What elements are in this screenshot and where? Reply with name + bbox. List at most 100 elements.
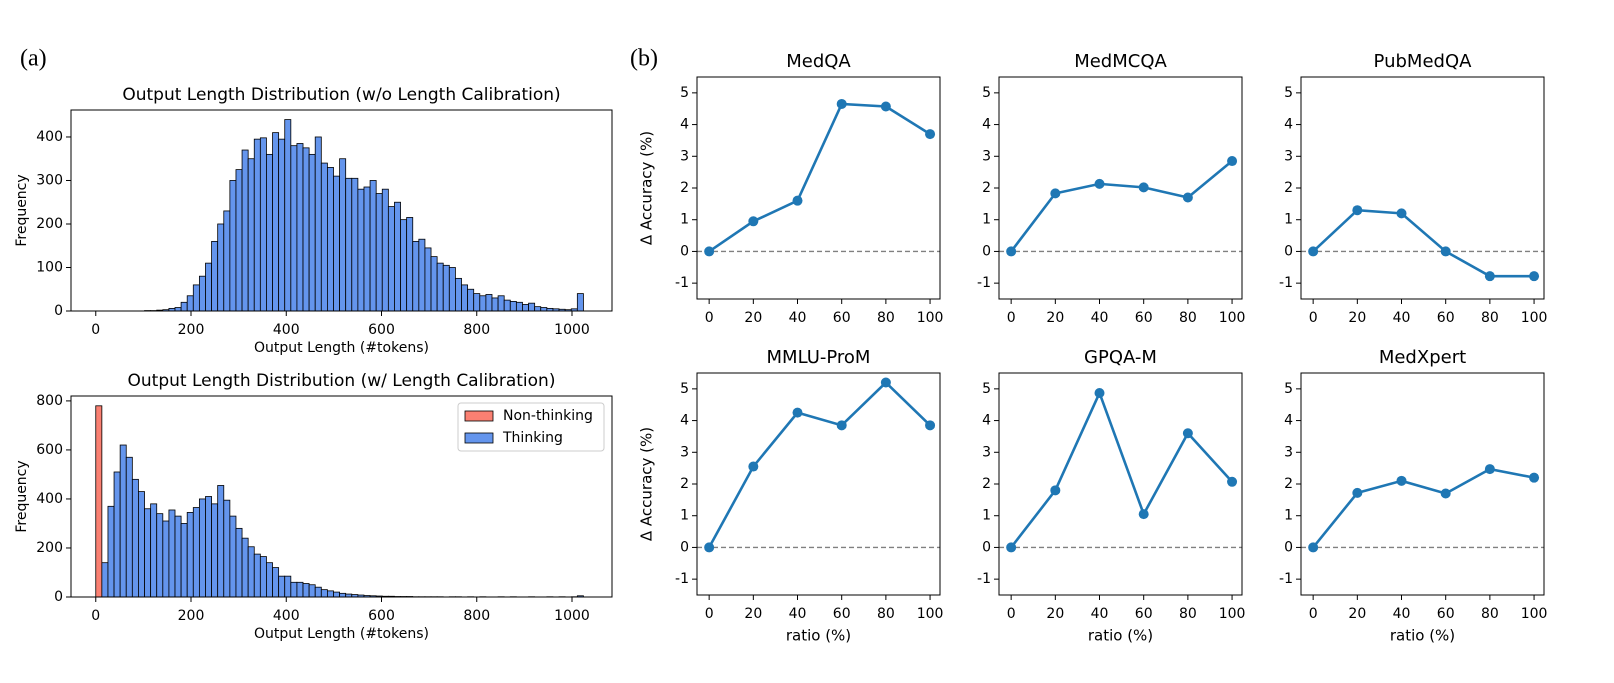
point — [1006, 542, 1017, 553]
legend-box — [457, 402, 605, 452]
bar — [576, 293, 584, 312]
bar — [235, 527, 243, 598]
x-tick-label: 1000 — [554, 608, 590, 624]
x-tick-label: 20 — [1046, 606, 1064, 622]
bar — [259, 556, 267, 598]
y-tick-label: 4 — [982, 117, 991, 133]
bar — [357, 188, 365, 312]
bar — [296, 143, 304, 312]
bar — [339, 592, 347, 598]
x-tick-label: 80 — [1179, 606, 1197, 622]
point — [1138, 509, 1149, 520]
x-tick-label: 800 — [463, 608, 490, 624]
point — [1050, 188, 1061, 199]
bar — [497, 295, 505, 312]
y-tick-label: 300 — [36, 172, 63, 188]
bar — [308, 153, 316, 312]
bar — [223, 499, 231, 598]
bar — [534, 306, 542, 312]
bar — [168, 509, 176, 598]
y-tick-label: 0 — [680, 539, 689, 555]
x-tick-label: 40 — [1393, 310, 1411, 326]
bar — [205, 496, 212, 598]
x-tick-label: 400 — [273, 322, 300, 338]
chart-title: Output Length Distribution (w/o Length C… — [122, 85, 560, 105]
y-axis-label: Δ Accuracy (%) — [638, 427, 656, 541]
panel-label: (a) — [20, 46, 47, 72]
bar — [515, 301, 523, 312]
bar — [418, 238, 426, 312]
chart-title: MedMCQA — [1074, 51, 1167, 72]
point — [1308, 246, 1319, 257]
legend-swatch — [464, 410, 494, 422]
bar — [266, 153, 273, 312]
bar — [101, 562, 109, 598]
y-tick-label: 3 — [1284, 444, 1293, 460]
point — [925, 420, 936, 431]
x-tick-label: 0 — [1309, 606, 1318, 622]
bar — [205, 262, 212, 312]
bar — [144, 508, 152, 598]
y-tick-label: 4 — [1284, 117, 1293, 133]
x-tick-label: 600 — [368, 322, 395, 338]
y-tick-label: -1 — [1279, 275, 1293, 291]
x-tick-label: 1000 — [554, 322, 590, 338]
y-tick-label: 3 — [982, 444, 991, 460]
chart-title: GPQA-M — [1084, 347, 1157, 368]
bar — [387, 206, 395, 312]
bar — [491, 297, 499, 312]
bar — [198, 498, 206, 598]
bar — [296, 581, 304, 598]
y-tick-label: 5 — [1284, 381, 1293, 397]
x-tick-label: 20 — [744, 606, 762, 622]
axes-frame — [1300, 76, 1545, 300]
y-axis-label: Frequency — [14, 460, 30, 532]
x-tick-label: 80 — [877, 606, 895, 622]
legend-label: Thinking — [502, 430, 563, 446]
point — [925, 129, 936, 140]
bar — [345, 177, 353, 312]
bar — [138, 491, 145, 598]
bar — [522, 304, 529, 312]
bar — [125, 456, 133, 598]
bar — [229, 180, 237, 312]
x-tick-label: 0 — [91, 608, 100, 624]
y-tick-label: 4 — [680, 413, 689, 429]
bar — [290, 581, 298, 598]
bar — [198, 275, 206, 312]
bar — [259, 137, 267, 312]
bar — [284, 119, 292, 312]
chart-title: Output Length Distribution (w/ Length Ca… — [128, 371, 556, 391]
point — [1440, 246, 1451, 257]
x-tick-label: 100 — [1521, 310, 1548, 326]
y-tick-label: 1 — [680, 212, 689, 228]
point — [1182, 428, 1193, 439]
bar — [266, 562, 273, 598]
y-tick-label: 5 — [982, 381, 991, 397]
y-tick-label: 400 — [36, 129, 63, 145]
bar — [333, 175, 340, 312]
point — [1352, 205, 1363, 216]
bar — [131, 478, 139, 598]
bar — [156, 513, 164, 598]
bar — [119, 444, 127, 598]
bar — [363, 186, 371, 312]
point — [1094, 178, 1105, 189]
bar — [180, 523, 188, 598]
x-tick-label: 0 — [705, 310, 714, 326]
x-axis-label: Output Length (#tokens) — [254, 626, 429, 642]
point — [1050, 485, 1061, 496]
legend-swatch — [464, 432, 494, 444]
y-tick-label: 5 — [680, 381, 689, 397]
x-tick-label: 0 — [1309, 310, 1318, 326]
bar — [95, 405, 103, 598]
y-tick-label: 0 — [54, 589, 63, 605]
x-tick-label: 80 — [1179, 310, 1197, 326]
axes-frame — [696, 76, 941, 300]
point — [1396, 475, 1407, 486]
bar — [223, 210, 231, 312]
line — [708, 380, 931, 549]
bar — [290, 145, 298, 312]
x-tick-label: 800 — [463, 322, 490, 338]
x-tick-label: 20 — [1046, 310, 1064, 326]
